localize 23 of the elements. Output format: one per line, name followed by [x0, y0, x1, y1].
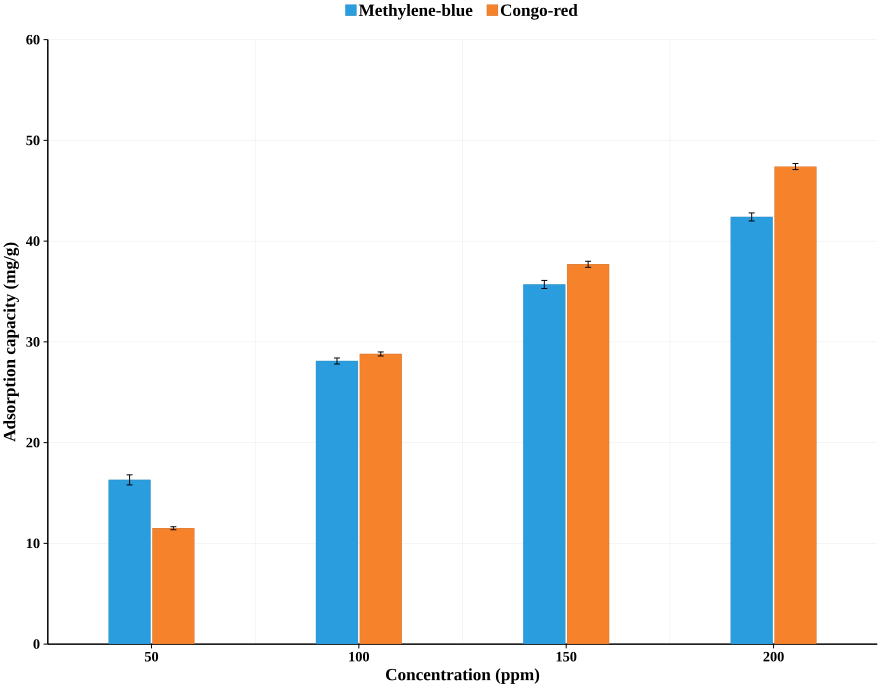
- y-tick-label: 30: [26, 336, 40, 347]
- x-tick-label: 100: [349, 652, 370, 662]
- y-tick-label: 50: [26, 135, 40, 146]
- y-tick-label: 10: [26, 538, 40, 548]
- x-tick-label: 150: [556, 652, 576, 662]
- y-axis-title: Adsorption capacity (mg/g): [3, 242, 19, 442]
- y-tick-label: 60: [26, 34, 40, 44]
- bar: [567, 264, 610, 644]
- y-tick-label: 0: [33, 639, 40, 649]
- legend-label: Congo-red: [500, 4, 578, 20]
- bar: [152, 528, 194, 644]
- legend-label: Methylene-blue: [358, 4, 472, 20]
- y-tick-label: 40: [26, 236, 40, 246]
- bar: [730, 216, 773, 644]
- bar: [523, 284, 566, 644]
- y-tick-label: 20: [26, 438, 40, 448]
- x-tick-label: 200: [763, 652, 784, 662]
- x-axis-title: Concentration (ppm): [386, 668, 540, 684]
- bar: [360, 354, 402, 644]
- bar: [108, 480, 151, 644]
- x-tick-label: 50: [144, 652, 158, 662]
- bar: [774, 166, 817, 644]
- bar: [316, 360, 358, 644]
